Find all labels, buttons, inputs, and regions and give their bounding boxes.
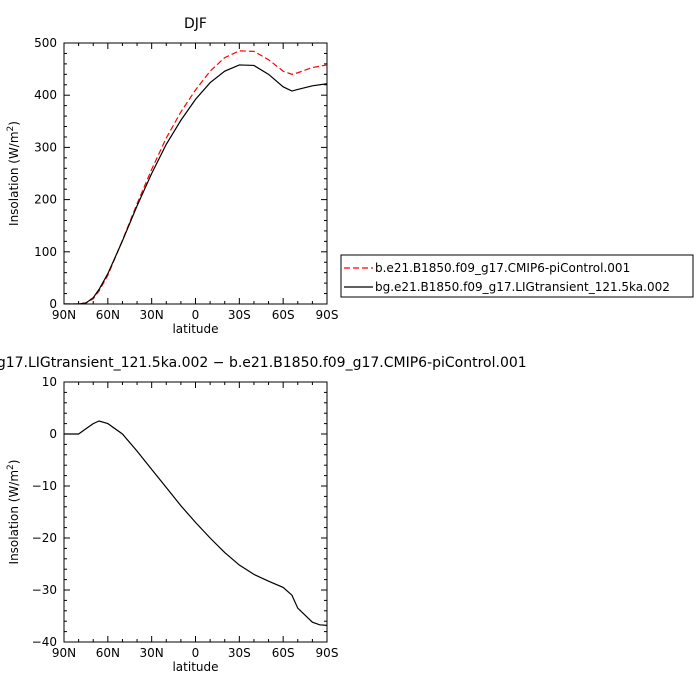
y-axis-label: Insolation (W/m2)	[6, 460, 21, 565]
legend: b.e21.B1850.f09_g17.CMIP6-piControl.001b…	[340, 254, 694, 298]
x-tick-label: 30S	[228, 308, 251, 322]
x-tick-label: 60S	[272, 308, 295, 322]
series-line-1	[64, 420, 327, 626]
x-tick-label: 90N	[52, 308, 76, 322]
y-tick-label: 400	[34, 88, 57, 102]
series-line-2	[64, 64, 327, 304]
legend-label-2: bg.e21.B1850.f09_g17.LIGtransient_121.5k…	[375, 280, 670, 294]
x-axis-label: latitude	[172, 660, 218, 674]
chart-panel-1: 90N 60N 30N 0 30S 60S 90S 0 100 200 300 400 500 DJF la…	[6, 16, 694, 336]
x-tick-label: 0	[192, 308, 200, 322]
y-tick-label: 500	[34, 36, 57, 50]
y-tick-label: 10	[42, 375, 57, 389]
x-tick-label: 30N	[140, 308, 164, 322]
x-tick-label: 60S	[272, 646, 295, 660]
y-tick-label: −10	[32, 479, 57, 493]
chart-panel-2: 90N 60N 30N 0 30S 60S 90S −40 −30 −20 −10 0 10 bg.e21…	[0, 355, 527, 674]
plot-frame	[63, 42, 328, 305]
x-tick-label: 90S	[316, 646, 339, 660]
x-tick-label: 30N	[140, 646, 164, 660]
x-tick-label: 60N	[96, 308, 120, 322]
x-tick-label: 90S	[316, 308, 339, 322]
x-tick-label: 60N	[96, 646, 120, 660]
y-tick-label: 0	[49, 297, 57, 311]
y-tick-label: −30	[32, 583, 57, 597]
chart-title: bg.e21.B1850.f09_g17.LIGtransient_121.5k…	[0, 355, 527, 371]
y-tick-label: 300	[34, 140, 57, 154]
series-line-1	[64, 50, 327, 304]
x-tick-label: 30S	[228, 646, 251, 660]
x-tick-label: 90N	[52, 646, 76, 660]
y-tick-label: −40	[32, 635, 57, 649]
legend-box	[340, 254, 694, 298]
x-axis-label: latitude	[172, 322, 218, 336]
y-tick-label: −20	[32, 531, 57, 545]
y-tick-label: 0	[49, 427, 57, 441]
chart-title: DJF	[184, 16, 207, 32]
y-axis-label: Insolation (W/m2)	[6, 121, 21, 226]
legend-label-1: b.e21.B1850.f09_g17.CMIP6-piControl.001	[375, 261, 630, 275]
y-tick-label: 200	[34, 193, 57, 207]
plot-frame	[63, 381, 328, 643]
y-tick-label: 100	[34, 245, 57, 259]
x-tick-label: 0	[192, 646, 200, 660]
